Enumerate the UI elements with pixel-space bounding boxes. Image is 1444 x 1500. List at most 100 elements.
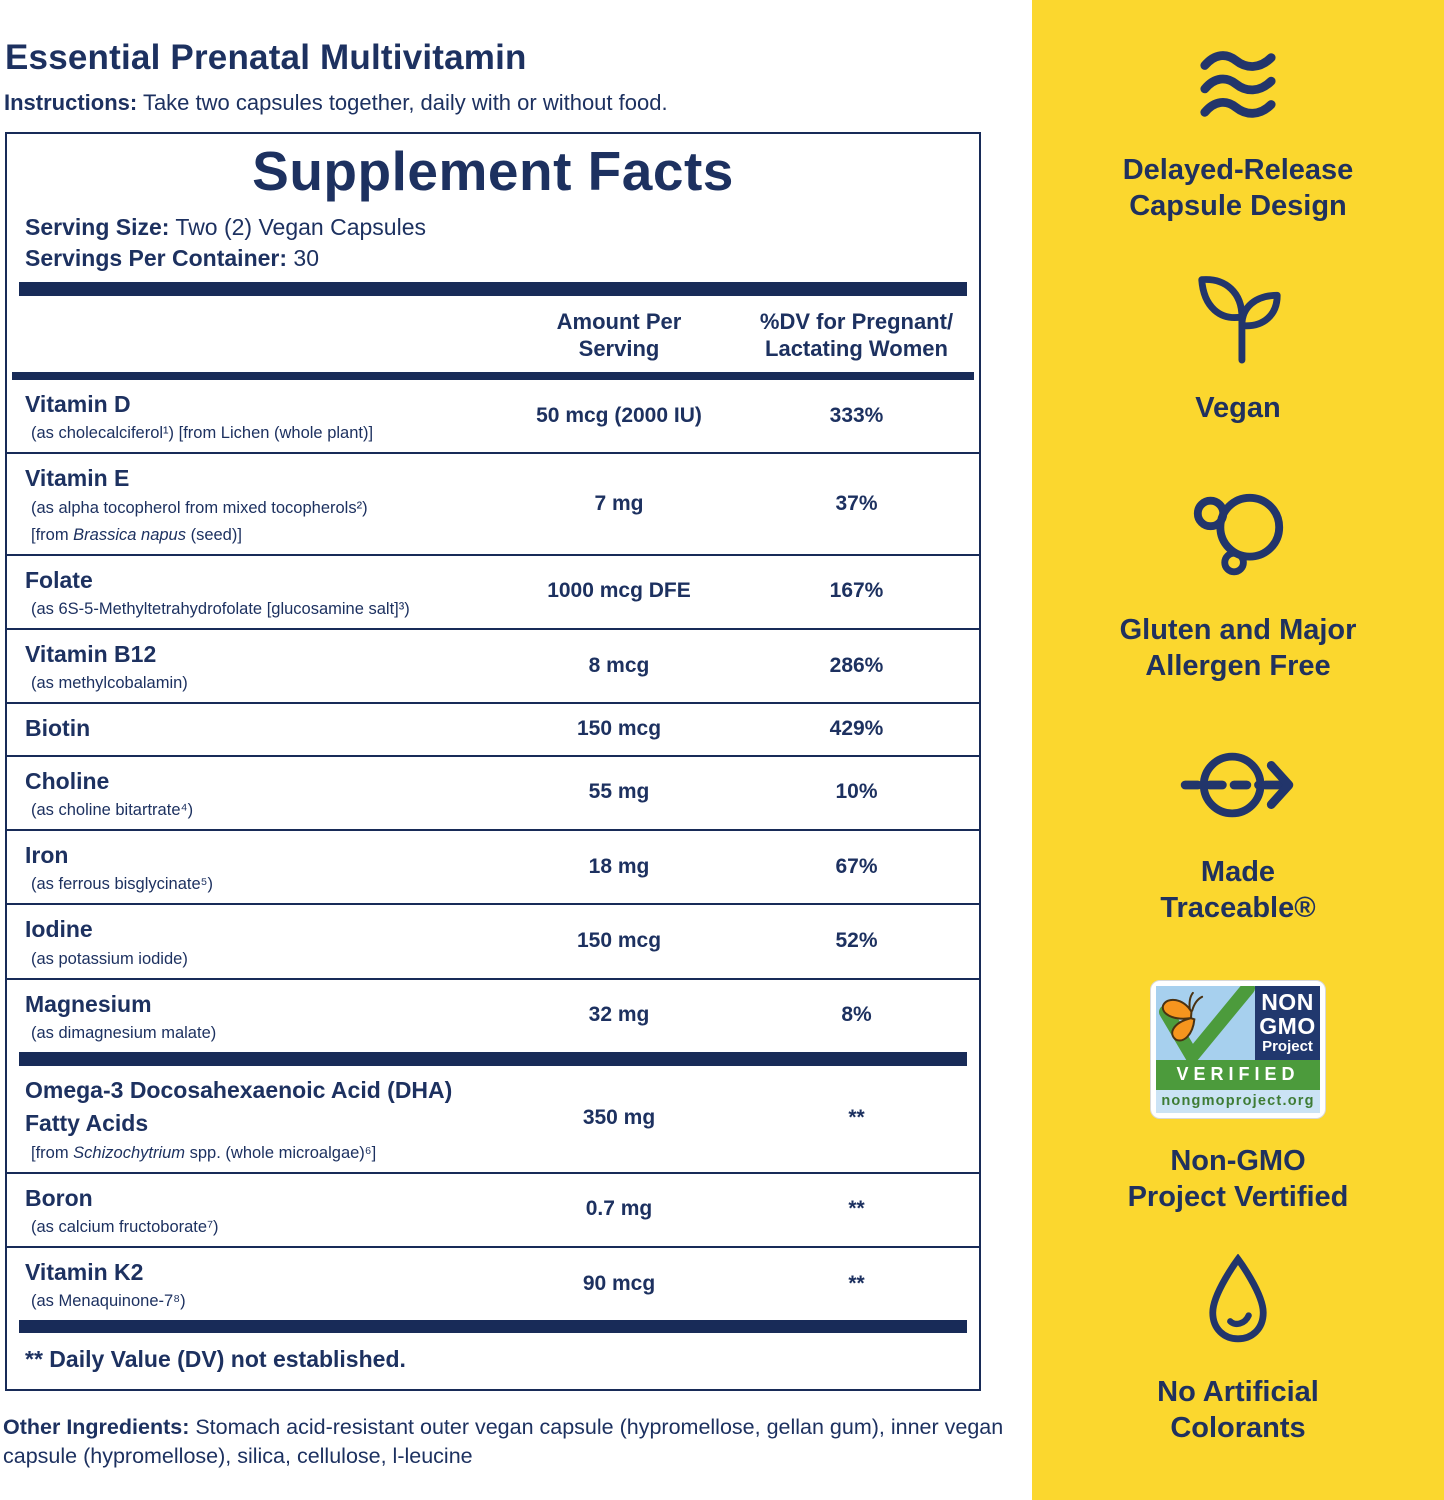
ingredient-source: (as ferrous bisglycinate⁵)	[25, 874, 494, 894]
subheader-divider-bar	[12, 372, 974, 380]
ingredient-name-cell: Vitamin K2 (as Menaquinone-7⁸)	[25, 1256, 494, 1311]
non-gmo-butterfly-icon	[1156, 986, 1255, 1060]
ingredient-amount: 7 mg	[594, 491, 644, 515]
label-panel: Essential Prenatal Multivitamin Instruct…	[3, 38, 1032, 1469]
ingredient-amount: 150 mcg	[576, 717, 662, 741]
ingredient-amount: 32 mg	[588, 1003, 650, 1027]
table-row: Folate (as 6S-5-Methyltetrahydrofolate […	[7, 553, 979, 628]
ingredient-dv: **	[848, 1106, 865, 1130]
ingredient-source-line: (as potassium iodide)	[31, 949, 188, 968]
ingredient-source-line: (as calcium fructoborate⁷)	[31, 1218, 219, 1237]
feature-sidebar: Delayed-Release Capsule Design Vegan Glu…	[1032, 0, 1444, 1500]
instructions-text: Take two capsules together, daily with o…	[137, 90, 668, 115]
sprout-icon	[1198, 276, 1281, 364]
ingredient-dv: **	[848, 1271, 865, 1295]
feature-non-gmo: NON GMO Project VERIFIED nongmoproject.o…	[1032, 980, 1444, 1215]
ingredient-name: Choline	[25, 767, 110, 794]
ingredient-dv: 52%	[835, 929, 878, 953]
ingredient-amount: 55 mg	[588, 780, 650, 804]
ingredient-name-cell: Biotin	[25, 712, 494, 745]
feature-label: Non-GMO Project Vertified	[1127, 1145, 1349, 1213]
ingredient-name: Folate	[25, 566, 93, 593]
feature-label: No Artificial Colorants	[1157, 1376, 1319, 1444]
ingredient-source-line: (as alpha tocopherol from mixed tocopher…	[31, 498, 368, 517]
ingredient-source: (as choline bitartrate⁴)	[25, 800, 494, 820]
ingredient-name: Vitamin D	[25, 391, 131, 417]
other-ingredients-label: Other Ingredients:	[3, 1415, 190, 1440]
waves-icon	[1200, 51, 1276, 118]
ingredient-dv: 67%	[835, 854, 878, 878]
ingredient-source-line: (as ferrous bisglycinate⁵)	[31, 875, 213, 894]
ingredient-name-cell: Vitamin E (as alpha tocopherol from mixe…	[25, 462, 494, 544]
ingredient-amount: 150 mcg	[576, 929, 662, 953]
ingredient-source: (as Menaquinone-7⁸)	[25, 1291, 494, 1311]
feature-delayed-release: Delayed-Release Capsule Design	[1032, 46, 1444, 224]
feature-label: Made Traceable®	[1160, 856, 1316, 924]
instructions: Instructions: Take two capsules together…	[4, 90, 1032, 116]
molecule-icon	[1193, 493, 1284, 576]
non-gmo-text-line1: NON	[1261, 989, 1314, 1015]
ingredient-name-cell: Vitamin B12 (as methylcobalamin)	[25, 638, 494, 693]
serving-size: Serving Size: Two (2) Vegan Capsules	[25, 214, 979, 241]
traceable-arrow-icon	[1180, 752, 1294, 818]
ingredient-table: Vitamin D (as cholecalciferol¹) [from Li…	[7, 380, 979, 1320]
ingredient-source-line: (as dimagnesium malate)	[31, 1024, 217, 1043]
ingredient-name: Omega-3 Docosahexaenoic Acid (DHA) Fatty…	[25, 1077, 453, 1137]
droplet-icon	[1209, 1254, 1267, 1343]
table-row: Vitamin E (as alpha tocopherol from mixe…	[7, 452, 979, 553]
ingredient-source-line: [from Schizochytrium spp. (whole microal…	[31, 1143, 377, 1162]
ingredient-name: Vitamin E	[25, 465, 130, 492]
feature-allergen-free: Gluten and Major Allergen Free	[1032, 486, 1444, 684]
ingredient-name-cell: Vitamin D (as cholecalciferol¹) [from Li…	[25, 388, 494, 443]
table-header-row: Amount Per Serving %DV for Pregnant/ Lac…	[7, 296, 979, 372]
ingredient-name: Iodine	[25, 916, 93, 943]
ingredient-source-line: (as 6S-5-Methyltetrahydrofolate [glucosa…	[31, 600, 410, 619]
ingredient-source-line: (as Menaquinone-7⁸)	[31, 1292, 186, 1311]
table-row: Choline (as choline bitartrate⁴) 55 mg 1…	[7, 754, 979, 829]
ingredient-name: Boron	[25, 1184, 93, 1211]
ingredient-amount: 90 mcg	[582, 1271, 656, 1295]
table-row: Biotin 150 mcg 429%	[7, 702, 979, 754]
serving-size-value: Two (2) Vegan Capsules	[169, 214, 426, 240]
non-gmo-text-line2: GMO	[1259, 1013, 1316, 1039]
table-row: Vitamin D (as cholecalciferol¹) [from Li…	[7, 380, 979, 452]
ingredient-amount: 350 mg	[582, 1106, 656, 1130]
column-header-dv: %DV for Pregnant/ Lactating Women	[759, 309, 954, 361]
ingredient-source-line: [from Brassica napus (seed)]	[31, 525, 242, 544]
ingredient-dv: 429%	[829, 717, 884, 741]
ingredient-name-cell: Magnesium (as dimagnesium malate)	[25, 988, 494, 1043]
ingredient-source-line: (as methylcobalamin)	[31, 674, 188, 693]
ingredient-dv: 8%	[841, 1003, 872, 1027]
ingredient-name: Iron	[25, 842, 69, 869]
servings-per-container: Servings Per Container: 30	[25, 245, 979, 272]
feature-label: Delayed-Release Capsule Design	[1122, 154, 1354, 222]
feature-made-traceable: Made Traceable®	[1032, 740, 1444, 926]
ingredient-name-cell: Iodine (as potassium iodide)	[25, 913, 494, 968]
column-header-amount: Amount Per Serving	[556, 309, 682, 361]
ingredient-amount: 50 mcg (2000 IU)	[536, 403, 702, 427]
supplement-facts-box: Supplement Facts Serving Size: Two (2) V…	[5, 132, 981, 1392]
ingredient-dv: 286%	[829, 653, 884, 677]
non-gmo-url: nongmoproject.org	[1156, 1090, 1320, 1113]
ingredient-source: (as dimagnesium malate)	[25, 1023, 494, 1043]
servings-value: 30	[287, 245, 320, 271]
ingredient-name: Vitamin K2	[25, 1259, 144, 1286]
table-row: Vitamin K2 (as Menaquinone-7⁸) 90 mcg **	[7, 1246, 979, 1320]
table-row: Vitamin B12 (as methylcobalamin) 8 mcg 2…	[7, 628, 979, 702]
ingredient-amount: 18 mg	[588, 854, 650, 878]
page-title: Essential Prenatal Multivitamin	[5, 38, 527, 77]
ingredient-name: Magnesium	[25, 990, 152, 1017]
supplement-facts-title: Supplement Facts	[252, 140, 734, 202]
feature-vegan: Vegan	[1032, 262, 1444, 426]
non-gmo-text-line3: Project	[1262, 1038, 1313, 1055]
footer-divider-bar	[19, 1320, 967, 1334]
table-row: Iron (as ferrous bisglycinate⁵) 18 mg 67…	[7, 829, 979, 903]
ingredient-source: (as calcium fructoborate⁷)	[25, 1217, 494, 1237]
ingredient-amount: 1000 mcg DFE	[547, 579, 691, 603]
ingredient-source-line: (as cholecalciferol¹) [from Lichen (whol…	[31, 424, 374, 443]
feature-label: Vegan	[1195, 392, 1281, 424]
dv-footnote: ** Daily Value (DV) not established.	[25, 1346, 406, 1373]
ingredient-name: Vitamin B12	[25, 641, 157, 668]
ingredient-source: (as potassium iodide)	[25, 949, 494, 969]
